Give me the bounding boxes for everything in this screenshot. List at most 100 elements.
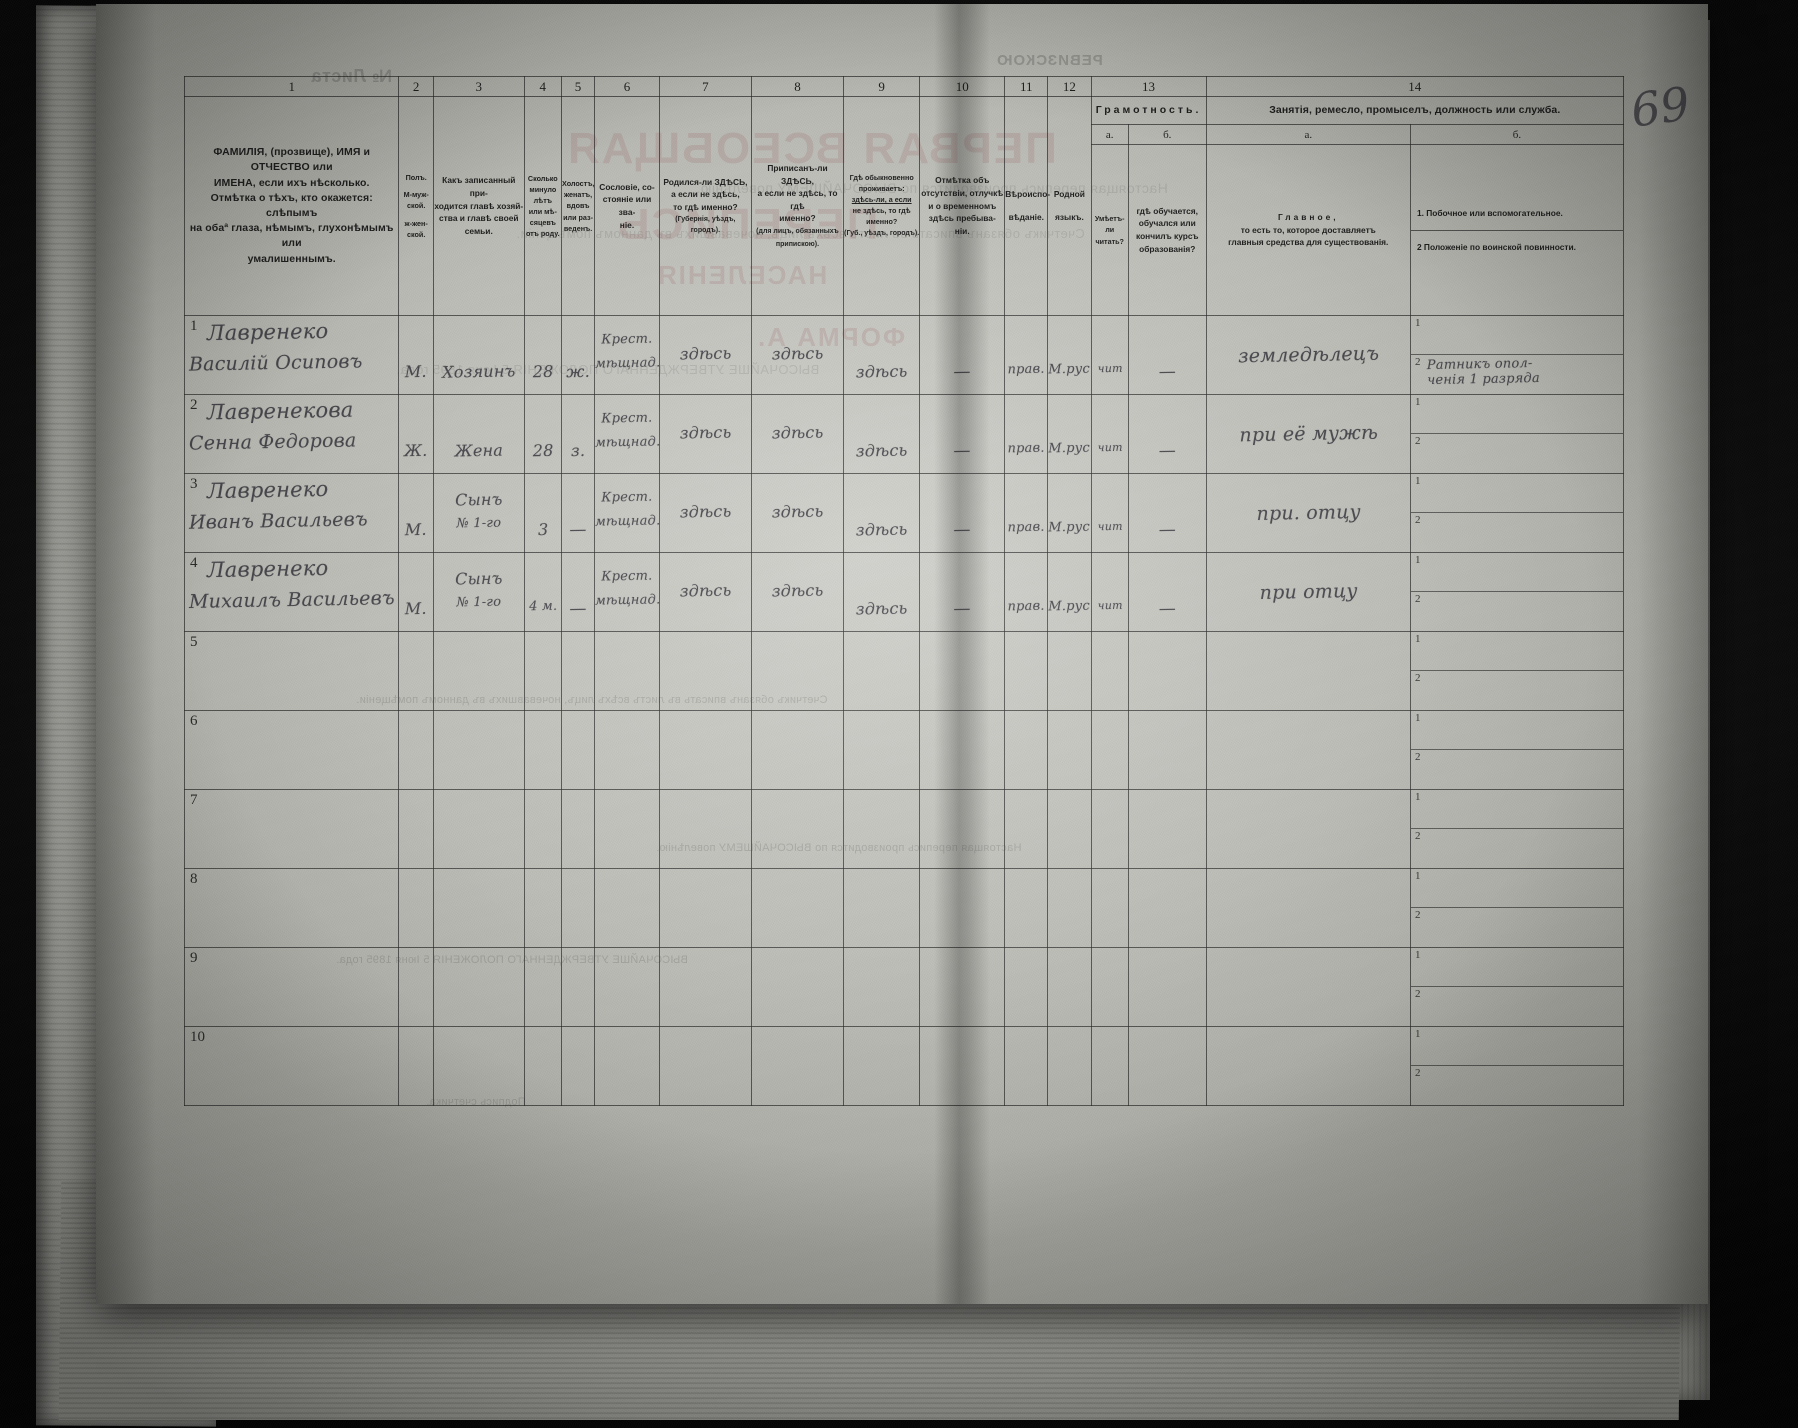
cell-religion-1[interactable]: прав. [1004, 315, 1049, 395]
cell-age-6[interactable] [523, 710, 563, 790]
cell-estate-7[interactable] [594, 789, 660, 869]
subcell-military-3[interactable]: 2 [1411, 513, 1623, 552]
cell-marital-9[interactable] [560, 947, 596, 1027]
cell-absence-1[interactable]: — [919, 315, 1006, 395]
cell-education-9[interactable] [1127, 947, 1207, 1027]
table-row[interactable]: 5 1 2 [183, 631, 1625, 711]
cell-age-3[interactable]: 3 [523, 473, 563, 553]
cell-estate-6[interactable] [594, 710, 660, 790]
cell-occupation-side-7[interactable]: 1 2 [1409, 789, 1625, 869]
cell-occupation-side-5[interactable]: 1 2 [1409, 631, 1625, 711]
cell-language-10[interactable] [1047, 1026, 1092, 1106]
cell-relation-9[interactable] [432, 947, 525, 1027]
cell-name-4[interactable]: 4 Лавренеко Михаилъ Васильевъ [183, 552, 400, 632]
cell-sex-4[interactable]: М. [398, 552, 434, 632]
table-row[interactable]: 7 1 2 [183, 789, 1625, 869]
cell-name-6[interactable]: 6 [183, 710, 400, 790]
subcell-military-6[interactable]: 2 [1411, 750, 1623, 789]
cell-education-7[interactable] [1127, 789, 1207, 869]
table-row[interactable]: 2 Лавренекова Сенна Федорова Ж. Жена 28 … [183, 394, 1625, 474]
cell-lives-2[interactable]: здѣсь [843, 394, 921, 474]
subcell-military-4[interactable]: 2 [1411, 592, 1623, 631]
cell-occupation-main-5[interactable] [1205, 631, 1411, 711]
subcell-side-occupation-2[interactable]: 1 [1410, 395, 1623, 434]
cell-sex-5[interactable] [398, 631, 434, 711]
subcell-side-occupation-5[interactable]: 1 [1410, 632, 1623, 671]
cell-born-10[interactable] [658, 1026, 752, 1106]
subcell-side-occupation-1[interactable]: 1 [1410, 316, 1623, 355]
cell-age-7[interactable] [523, 789, 563, 869]
cell-sex-9[interactable] [398, 947, 434, 1027]
cell-registered-4[interactable]: здѣсь [750, 552, 845, 632]
subcell-side-occupation-3[interactable]: 1 [1410, 474, 1623, 513]
cell-education-10[interactable] [1127, 1026, 1207, 1106]
cell-relation-4[interactable]: Сынъ № 1-го [432, 552, 525, 632]
cell-born-3[interactable]: здѣсь [658, 473, 752, 553]
cell-occupation-side-4[interactable]: 1 2 [1409, 552, 1625, 632]
cell-language-5[interactable] [1047, 631, 1092, 711]
cell-occupation-main-8[interactable] [1205, 868, 1411, 948]
cell-lives-7[interactable] [843, 789, 921, 869]
cell-language-4[interactable]: М.рус [1047, 552, 1092, 632]
cell-marital-7[interactable] [560, 789, 596, 869]
cell-lives-5[interactable] [843, 631, 921, 711]
cell-sex-6[interactable] [398, 710, 434, 790]
cell-estate-10[interactable] [594, 1026, 660, 1106]
cell-sex-1[interactable]: М. [398, 315, 434, 395]
table-row[interactable]: 10 1 2 [183, 1026, 1625, 1106]
cell-relation-2[interactable]: Жена [432, 394, 525, 474]
cell-occupation-side-3[interactable]: 1 2 [1409, 473, 1625, 553]
subcell-side-occupation-10[interactable]: 1 [1410, 1027, 1623, 1066]
cell-relation-7[interactable] [432, 789, 525, 869]
subcell-side-occupation-4[interactable]: 1 [1410, 553, 1623, 592]
cell-registered-9[interactable] [750, 947, 845, 1027]
cell-religion-10[interactable] [1004, 1026, 1049, 1106]
cell-age-1[interactable]: 28 [523, 315, 563, 395]
subcell-side-occupation-7[interactable]: 1 [1410, 790, 1623, 829]
cell-estate-3[interactable]: Крест. мѣщнад. [594, 473, 661, 553]
cell-marital-8[interactable] [560, 868, 596, 948]
cell-marital-5[interactable] [560, 631, 596, 711]
cell-literate-6[interactable] [1090, 710, 1129, 790]
cell-age-2[interactable]: 28 [523, 394, 563, 474]
cell-name-10[interactable]: 10 [183, 1026, 400, 1106]
subcell-side-occupation-8[interactable]: 1 [1410, 869, 1623, 908]
cell-literate-8[interactable] [1090, 868, 1129, 948]
table-row[interactable]: 3 Лавренеко Иванъ Васильевъ М. Сынъ № 1-… [183, 473, 1625, 553]
cell-age-10[interactable] [523, 1026, 563, 1106]
cell-occupation-main-1[interactable]: земледѣлецъ [1205, 315, 1411, 395]
cell-born-7[interactable] [658, 789, 752, 869]
cell-registered-5[interactable] [750, 631, 845, 711]
cell-literate-7[interactable] [1090, 789, 1129, 869]
cell-marital-4[interactable]: — [560, 552, 596, 632]
subcell-military-2[interactable]: 2 [1411, 434, 1623, 473]
cell-name-2[interactable]: 2 Лавренекова Сенна Федорова [183, 394, 400, 474]
cell-language-9[interactable] [1047, 947, 1092, 1027]
cell-religion-9[interactable] [1004, 947, 1049, 1027]
cell-language-2[interactable]: М.рус [1047, 394, 1092, 474]
cell-sex-2[interactable]: Ж. [398, 394, 434, 474]
cell-absence-7[interactable] [919, 789, 1006, 869]
cell-absence-6[interactable] [919, 710, 1006, 790]
cell-name-5[interactable]: 5 [183, 631, 400, 711]
cell-estate-5[interactable] [594, 631, 660, 711]
cell-sex-7[interactable] [398, 789, 434, 869]
cell-literate-1[interactable]: чит [1090, 315, 1129, 395]
cell-absence-10[interactable] [919, 1026, 1006, 1106]
cell-occupation-main-10[interactable] [1205, 1026, 1411, 1106]
cell-absence-8[interactable] [919, 868, 1006, 948]
cell-born-4[interactable]: здѣсь [658, 552, 752, 632]
cell-sex-10[interactable] [398, 1026, 434, 1106]
cell-lives-8[interactable] [843, 868, 921, 948]
cell-born-8[interactable] [658, 868, 752, 948]
cell-education-1[interactable]: — [1127, 315, 1207, 395]
cell-relation-5[interactable] [432, 631, 525, 711]
cell-education-2[interactable]: — [1127, 394, 1207, 474]
cell-age-8[interactable] [523, 868, 563, 948]
cell-registered-7[interactable] [750, 789, 845, 869]
cell-religion-7[interactable] [1004, 789, 1049, 869]
cell-marital-3[interactable]: — [560, 473, 596, 553]
cell-education-8[interactable] [1127, 868, 1207, 948]
cell-relation-10[interactable] [432, 1026, 525, 1106]
cell-religion-6[interactable] [1004, 710, 1049, 790]
